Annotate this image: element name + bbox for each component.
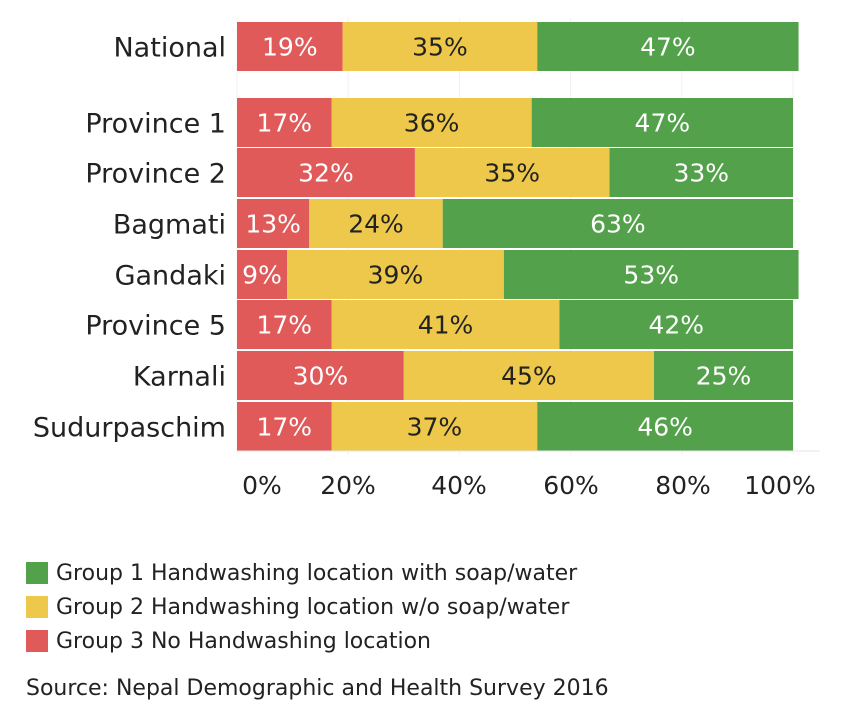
data-label: 42% bbox=[648, 311, 704, 340]
bar-segment bbox=[531, 98, 793, 147]
legend-label-group-1: Group 1 Handwashing location with soap/w… bbox=[56, 560, 578, 586]
bar-segment bbox=[537, 402, 793, 451]
bar-segment bbox=[237, 351, 404, 400]
legend-swatch-group-3 bbox=[26, 630, 48, 652]
data-label: 17% bbox=[256, 109, 312, 138]
bar-segment bbox=[414, 148, 610, 197]
data-label: 35% bbox=[484, 159, 540, 188]
bar-segment bbox=[442, 199, 793, 248]
bar-segment bbox=[331, 300, 560, 349]
stacked-bar-chart: 19% 35% 47% National 17% 36% 47% Province 1 32% 3… bbox=[33, 18, 820, 500]
data-label: 19% bbox=[262, 33, 318, 62]
chart-legend: Group 1 Handwashing location with soap/w… bbox=[26, 556, 577, 658]
bar-segment bbox=[237, 402, 332, 451]
data-label: 17% bbox=[256, 413, 312, 442]
data-label: 30% bbox=[293, 362, 349, 391]
bar-segment bbox=[342, 22, 538, 71]
data-label: 33% bbox=[673, 159, 729, 188]
data-label: 24% bbox=[348, 210, 404, 239]
data-label: 17% bbox=[256, 311, 312, 340]
bar-segment bbox=[309, 199, 443, 248]
data-label: 53% bbox=[623, 261, 679, 290]
data-label: 32% bbox=[298, 159, 354, 188]
legend-swatch-group-2 bbox=[26, 596, 48, 618]
bar-segment bbox=[537, 22, 799, 71]
category-label: Province 1 bbox=[85, 109, 226, 140]
bar-segment bbox=[237, 98, 332, 147]
category-label: National bbox=[113, 33, 226, 64]
bar-segment bbox=[237, 199, 310, 248]
data-label: 45% bbox=[501, 362, 557, 391]
x-tick-label: 20% bbox=[320, 471, 376, 500]
category-label: Province 5 bbox=[85, 311, 226, 342]
data-label: 41% bbox=[418, 311, 474, 340]
x-tick-label: 40% bbox=[431, 471, 487, 500]
bar-segment bbox=[237, 250, 288, 299]
category-label: Province 2 bbox=[85, 159, 226, 190]
legend-item-group-1: Group 1 Handwashing location with soap/w… bbox=[26, 556, 577, 590]
source-note: Source: Nepal Demographic and Health Sur… bbox=[26, 676, 609, 701]
x-tick-label: 60% bbox=[543, 471, 599, 500]
data-label: 46% bbox=[637, 413, 693, 442]
data-label: 35% bbox=[412, 33, 468, 62]
bar-segment bbox=[237, 148, 415, 197]
bar-segment bbox=[331, 402, 538, 451]
data-label: 13% bbox=[245, 210, 301, 239]
bar-segment bbox=[559, 300, 793, 349]
bar-segment bbox=[609, 148, 793, 197]
data-label: 36% bbox=[404, 109, 460, 138]
legend-item-group-2: Group 2 Handwashing location w/o soap/wa… bbox=[26, 590, 577, 624]
category-label: Sudurpaschim bbox=[33, 413, 226, 444]
x-tick-label: 100% bbox=[744, 471, 815, 500]
bar-segment bbox=[331, 98, 532, 147]
category-label: Karnali bbox=[133, 362, 226, 393]
bar-segment bbox=[403, 351, 654, 400]
bar-segment bbox=[503, 250, 799, 299]
data-label: 37% bbox=[407, 413, 463, 442]
bar-segment bbox=[237, 22, 343, 71]
data-label: 9% bbox=[242, 261, 282, 290]
bar-segment bbox=[654, 351, 793, 400]
category-label: Gandaki bbox=[115, 261, 226, 292]
bar-segment bbox=[287, 250, 504, 299]
legend-label-group-2: Group 2 Handwashing location w/o soap/wa… bbox=[56, 594, 570, 620]
data-label: 63% bbox=[590, 210, 646, 239]
x-tick-label: 0% bbox=[242, 471, 282, 500]
data-label: 47% bbox=[635, 109, 691, 138]
legend-label-group-3: Group 3 No Handwashing location bbox=[56, 628, 431, 654]
legend-item-group-3: Group 3 No Handwashing location bbox=[26, 624, 577, 658]
legend-swatch-group-1 bbox=[26, 562, 48, 584]
data-label: 25% bbox=[696, 362, 752, 391]
category-label: Bagmati bbox=[113, 210, 226, 241]
bar-segment bbox=[237, 300, 332, 349]
x-tick-label: 80% bbox=[655, 471, 711, 500]
data-label: 47% bbox=[640, 33, 696, 62]
data-label: 39% bbox=[368, 261, 424, 290]
